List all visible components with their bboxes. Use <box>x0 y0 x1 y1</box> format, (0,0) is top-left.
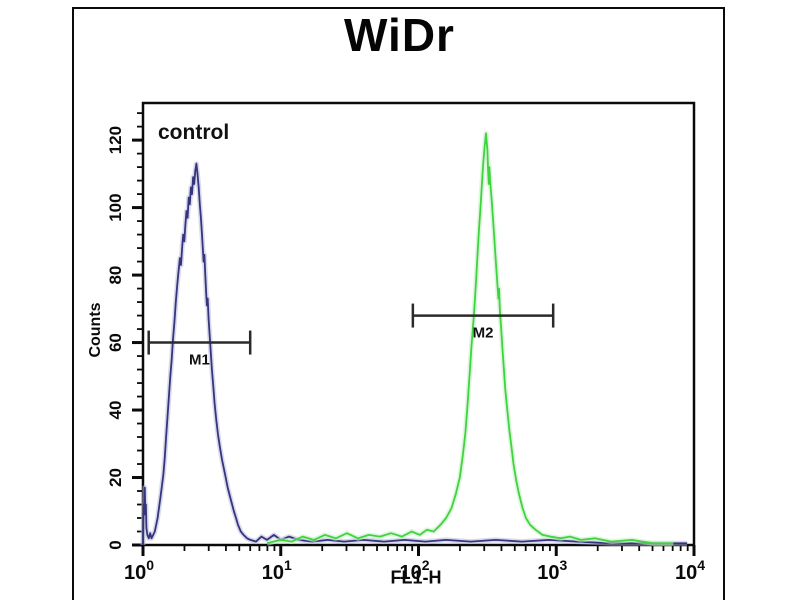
x-axis-title: FL1-H <box>390 567 442 588</box>
gate-M1-label: M1 <box>189 352 210 369</box>
y-tick-label: 120 <box>106 126 125 154</box>
x-tick-label: 100 <box>124 557 154 584</box>
control-annotation: control <box>158 121 230 144</box>
y-tick-label: 0 <box>106 540 125 549</box>
y-tick-label: 20 <box>106 468 125 487</box>
outer-border <box>72 7 725 600</box>
y-tick-label: 60 <box>106 333 125 352</box>
green-histogram-curve <box>266 132 674 545</box>
histogram-curves-group <box>140 130 688 546</box>
y-tick-label: 100 <box>106 193 125 221</box>
gate-M2-label: M2 <box>473 325 494 342</box>
y-tick-label: 40 <box>106 401 125 420</box>
axis-ticks-group <box>132 112 696 556</box>
control-curve <box>142 162 688 546</box>
axis-tick-labels-group: 100 101 102 103 104 0 20 40 60 80 100 120 <box>106 126 705 584</box>
y-tick-label: 80 <box>106 266 125 285</box>
marker-gates-group: M1 M2 <box>147 303 555 369</box>
x-tick-label: 101 <box>262 557 292 584</box>
x-tick-label: 102 <box>399 557 429 584</box>
chart-title: WiDr <box>344 9 455 61</box>
control-curve-halo <box>140 161 688 546</box>
green-histogram-curve-halo <box>266 130 674 546</box>
x-tick-label: 104 <box>675 557 705 584</box>
x-tick-label: 103 <box>537 557 567 584</box>
